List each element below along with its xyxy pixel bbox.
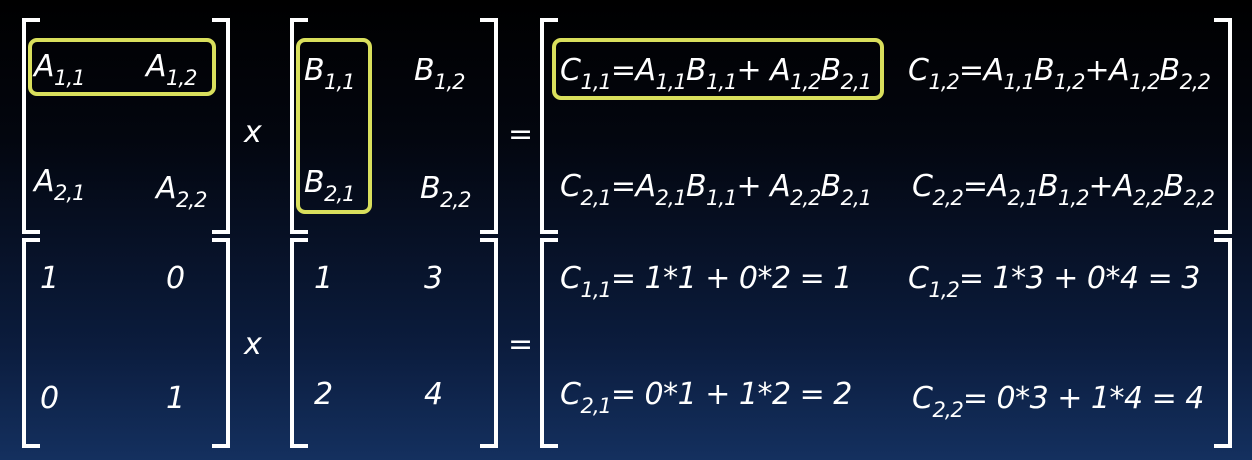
b22-entry: B2,2 bbox=[420, 171, 472, 212]
b21-entry: B2,1 bbox=[304, 165, 356, 206]
matrix-c-left-bracket bbox=[540, 18, 558, 234]
b12-entry: B1,2 bbox=[414, 53, 466, 94]
column-highlight-box bbox=[296, 38, 372, 214]
m1-22-entry: 1 bbox=[166, 381, 185, 416]
matrix-1-right-bracket bbox=[212, 238, 230, 448]
matrix-3-right-bracket bbox=[1214, 238, 1232, 448]
b11-entry: B1,1 bbox=[304, 53, 356, 94]
m2-12-entry: 3 bbox=[424, 261, 443, 296]
c11-formula: C1,1=A1,1B1,1+ A1,2B2,1 bbox=[560, 53, 872, 94]
c22-computation: C2,2= 0*3 + 1*4 = 4 bbox=[912, 381, 1204, 422]
m1-12-entry: 0 bbox=[166, 261, 185, 296]
matrix-2-right-bracket bbox=[480, 238, 498, 448]
a22-entry: A2,2 bbox=[156, 171, 207, 212]
m2-22-entry: 4 bbox=[424, 377, 443, 412]
row-highlight-box bbox=[28, 38, 216, 96]
a11-entry: A1,1 bbox=[34, 49, 85, 90]
matrix-a-right-bracket bbox=[212, 18, 230, 234]
result-highlight-box bbox=[552, 38, 884, 100]
multiply-sign-2: x bbox=[244, 327, 262, 362]
matrix-a-left-bracket bbox=[22, 18, 40, 234]
matrix-1-left-bracket bbox=[22, 238, 40, 448]
matrix-b-right-bracket bbox=[480, 18, 498, 234]
c21-computation: C2,1= 0*1 + 1*2 = 2 bbox=[560, 377, 852, 418]
m1-21-entry: 0 bbox=[40, 381, 59, 416]
matrix-3-left-bracket bbox=[540, 238, 558, 448]
c21-formula: C2,1=A2,1B1,1+ A2,2B2,1 bbox=[560, 169, 872, 210]
equals-sign: = bbox=[508, 117, 534, 152]
a21-entry: A2,1 bbox=[34, 164, 85, 205]
equals-sign-2: = bbox=[508, 327, 534, 362]
c11-computation: C1,1= 1*1 + 0*2 = 1 bbox=[560, 261, 852, 302]
a12-entry: A1,2 bbox=[146, 49, 197, 90]
matrix-2-left-bracket bbox=[290, 238, 308, 448]
c12-computation: C1,2= 1*3 + 0*4 = 3 bbox=[908, 261, 1200, 302]
matrix-b-left-bracket bbox=[290, 18, 308, 234]
c12-formula: C1,2=A1,1B1,2+A1,2B2,2 bbox=[908, 53, 1211, 94]
m1-11-entry: 1 bbox=[40, 261, 59, 296]
matrix-c-right-bracket bbox=[1214, 18, 1232, 234]
c22-formula: C2,2=A2,1B1,2+A2,2B2,2 bbox=[912, 169, 1215, 210]
multiply-sign: x bbox=[244, 115, 262, 150]
m2-21-entry: 2 bbox=[314, 377, 333, 412]
m2-11-entry: 1 bbox=[314, 261, 333, 296]
